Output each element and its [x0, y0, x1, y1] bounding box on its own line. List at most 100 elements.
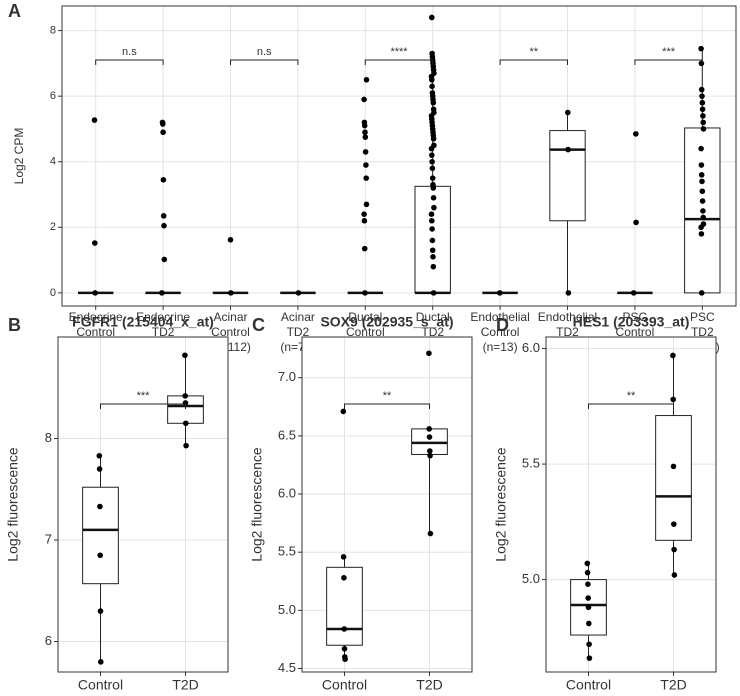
point [699, 178, 705, 185]
x-tick-label: Control [346, 325, 385, 339]
point [430, 290, 437, 296]
point [700, 126, 707, 132]
point [361, 217, 368, 224]
point [429, 158, 435, 165]
point [698, 60, 705, 67]
x-tick-label: TD2 [287, 325, 310, 339]
y-tick-label: 6.0 [522, 340, 540, 355]
significance-bracket [344, 403, 430, 409]
significance-bracket [230, 59, 299, 65]
point [160, 121, 166, 127]
point [671, 521, 677, 527]
point [671, 572, 678, 578]
point [161, 256, 168, 263]
x-tick-label: Control [76, 325, 115, 339]
point [430, 99, 437, 106]
point [159, 290, 165, 296]
point [430, 185, 437, 191]
y-axis-label: Log2 fluorescence [249, 447, 265, 562]
point [670, 352, 676, 359]
x-tick-label: PSC [690, 310, 715, 324]
point [586, 641, 592, 648]
point [698, 86, 705, 93]
point [427, 530, 434, 537]
box [82, 486, 119, 585]
panel-title: FGFR1 (215404_x_at) [72, 314, 214, 330]
significance-label: ** [627, 390, 636, 402]
plot-border [301, 336, 473, 673]
x-tick-label: Endocrine [136, 310, 190, 324]
point [98, 659, 104, 665]
y-tick-label: 6.0 [278, 485, 296, 500]
panel-title: SOX9 (202935_s_at) [320, 314, 453, 330]
x-tick-label: Control [78, 677, 123, 693]
y-tick-label: 5.5 [278, 544, 296, 559]
point [362, 149, 369, 155]
x-tick-label: Control [616, 325, 655, 339]
point [340, 554, 347, 560]
point [670, 396, 676, 403]
point [362, 134, 369, 140]
y-tick-label: 6.5 [278, 427, 296, 442]
significance-label: ** [530, 46, 539, 58]
x-tick-label: Endothelial [470, 310, 529, 324]
point [630, 290, 637, 296]
point [670, 463, 677, 470]
significance-bracket [499, 59, 568, 65]
point [361, 96, 367, 103]
y-tick-label: 5.0 [278, 602, 296, 617]
x-tick-label: T2D [172, 677, 198, 693]
x-tick-label: Acinar [281, 310, 315, 324]
point [430, 195, 437, 201]
panel-title: HES1 (203393_at) [573, 314, 690, 330]
point [585, 595, 591, 601]
point [429, 83, 435, 90]
x-tick-label: (n=13) [483, 340, 518, 354]
y-axis-label: Log2 CPM [12, 128, 26, 185]
significance-bracket [364, 59, 434, 65]
x-tick-label: TD2 [421, 325, 444, 339]
point [698, 231, 705, 237]
y-tick-label: 5.5 [522, 456, 540, 471]
point [363, 76, 370, 83]
point [97, 552, 103, 559]
significance-label: n.s [257, 46, 272, 58]
point [182, 393, 188, 399]
point [699, 188, 706, 195]
point [227, 236, 234, 243]
x-tick-label: Control [566, 677, 611, 693]
x-tick-label: Acinar [213, 310, 247, 324]
point [341, 626, 348, 632]
plot-background [62, 6, 736, 306]
point [427, 452, 433, 459]
x-tick-label: Endothelial [538, 310, 597, 324]
point [585, 604, 592, 611]
point [431, 204, 437, 211]
point [426, 426, 433, 432]
point [565, 146, 571, 153]
significance-bracket [634, 59, 703, 65]
point [586, 655, 593, 661]
x-tick-label: Ductal [348, 310, 382, 324]
point [429, 152, 435, 158]
point [698, 290, 705, 296]
point [429, 217, 435, 224]
point [699, 99, 706, 106]
point [584, 560, 591, 567]
point [97, 503, 103, 510]
y-tick-label: 5.0 [522, 571, 540, 586]
point [96, 452, 103, 459]
x-tick-label: T2D [416, 677, 442, 693]
y-tick-label: 6 [50, 90, 56, 102]
point [361, 245, 368, 252]
point [429, 76, 435, 83]
significance-label: *** [137, 390, 151, 402]
point [430, 135, 437, 142]
point [699, 106, 706, 113]
point [699, 198, 706, 204]
x-tick-label: Control [481, 325, 520, 339]
point [340, 408, 347, 415]
point [92, 290, 98, 296]
significance-bracket [95, 59, 164, 65]
y-tick-label: 4 [50, 156, 56, 168]
